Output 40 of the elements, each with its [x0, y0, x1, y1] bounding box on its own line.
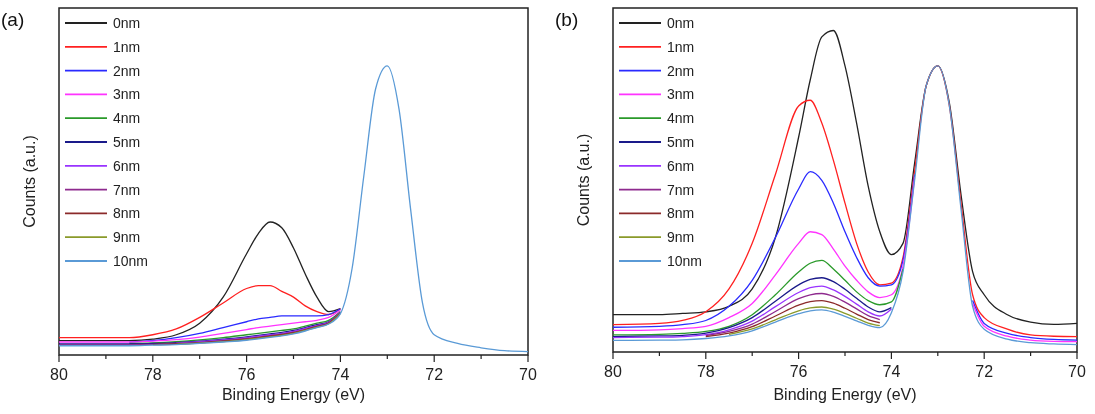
x-tick-label: 72 — [425, 366, 444, 383]
legend-label: 9nm — [113, 229, 141, 246]
legend-label: 10nm — [113, 253, 149, 269]
x-tick-label: 74 — [882, 363, 901, 380]
x-tick-label: 72 — [975, 363, 994, 380]
chart-title: (a) — [1, 9, 25, 30]
x-tick-label: 76 — [237, 366, 256, 383]
legend-label: 1nm — [667, 38, 695, 55]
x-tick-label: 80 — [50, 366, 68, 383]
legend-label: 5nm — [113, 134, 141, 150]
x-tick-label: 78 — [143, 366, 162, 383]
x-tick-label: 80 — [604, 363, 622, 380]
legend-label: 7nm — [113, 181, 141, 198]
x-axis-title: Binding Energy (eV) — [221, 386, 366, 403]
legend-label: 3nm — [667, 86, 695, 103]
legend-label: 4nm — [667, 110, 695, 127]
x-tick-label: 78 — [696, 363, 715, 380]
legend-label: 4nm — [113, 110, 141, 127]
legend-label: 3nm — [113, 86, 141, 103]
x-tick-label: 74 — [331, 366, 350, 383]
legend-label: 5nm — [667, 134, 695, 150]
legend-label: 10nm — [667, 253, 703, 269]
chart-title: (b) — [555, 9, 579, 30]
legend-label: 1nm — [113, 38, 141, 55]
x-axis-title: Binding Energy (eV) — [773, 386, 917, 403]
legend-label: 0nm — [113, 15, 141, 31]
legend-label: 7nm — [667, 181, 695, 198]
legend-label: 2nm — [667, 62, 695, 79]
y-axis-title: Counts (a.u.) — [575, 133, 592, 227]
legend-label: 8nm — [667, 205, 695, 222]
legend-label: 2nm — [113, 62, 141, 79]
legend-label: 8nm — [113, 205, 141, 222]
legend-label: 6nm — [667, 157, 695, 174]
legend-label: 9nm — [667, 229, 695, 246]
y-axis-title: Counts (a.u.) — [21, 135, 38, 228]
x-tick-label: 70 — [519, 366, 537, 383]
legend-label: 0nm — [667, 15, 695, 31]
legend-label: 6nm — [113, 157, 141, 174]
x-tick-label: 70 — [1068, 363, 1086, 380]
x-tick-label: 76 — [789, 363, 808, 380]
